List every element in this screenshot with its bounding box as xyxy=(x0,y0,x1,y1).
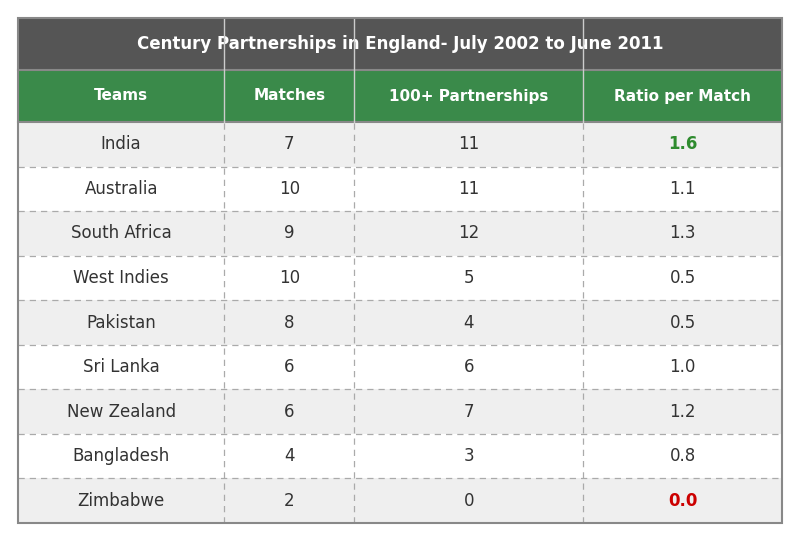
Text: South Africa: South Africa xyxy=(70,224,171,243)
Bar xyxy=(18,166,782,211)
Text: 1.0: 1.0 xyxy=(670,358,696,376)
Text: India: India xyxy=(101,135,142,154)
Text: 7: 7 xyxy=(284,135,294,154)
Text: Century Partnerships in England- July 2002 to June 2011: Century Partnerships in England- July 20… xyxy=(137,35,663,53)
Text: 7: 7 xyxy=(463,402,474,421)
Text: 1.3: 1.3 xyxy=(670,224,696,243)
Text: 12: 12 xyxy=(458,224,479,243)
Bar xyxy=(18,70,782,122)
Text: Zimbabwe: Zimbabwe xyxy=(78,492,165,510)
Text: 10: 10 xyxy=(278,180,300,198)
Text: 0.5: 0.5 xyxy=(670,313,696,332)
Bar xyxy=(18,18,782,70)
Bar xyxy=(18,345,782,389)
Text: 11: 11 xyxy=(458,180,479,198)
Bar xyxy=(18,434,782,479)
Bar xyxy=(18,389,782,434)
Text: New Zealand: New Zealand xyxy=(66,402,176,421)
Bar xyxy=(18,479,782,523)
Text: 6: 6 xyxy=(284,358,294,376)
Bar xyxy=(18,211,782,256)
Bar xyxy=(18,300,782,345)
Text: Australia: Australia xyxy=(84,180,158,198)
Text: 9: 9 xyxy=(284,224,294,243)
Text: West Indies: West Indies xyxy=(74,269,169,287)
Text: Teams: Teams xyxy=(94,88,148,103)
Text: 4: 4 xyxy=(463,313,474,332)
Text: 1.1: 1.1 xyxy=(670,180,696,198)
Text: Ratio per Match: Ratio per Match xyxy=(614,88,751,103)
Text: 0.0: 0.0 xyxy=(668,492,698,510)
Text: 0: 0 xyxy=(463,492,474,510)
Text: Sri Lanka: Sri Lanka xyxy=(82,358,159,376)
Text: 6: 6 xyxy=(463,358,474,376)
Text: 8: 8 xyxy=(284,313,294,332)
Text: 6: 6 xyxy=(284,402,294,421)
Bar xyxy=(18,256,782,300)
Text: Bangladesh: Bangladesh xyxy=(73,447,170,465)
Text: 1.2: 1.2 xyxy=(670,402,696,421)
Text: 0.5: 0.5 xyxy=(670,269,696,287)
Text: 3: 3 xyxy=(463,447,474,465)
Text: Pakistan: Pakistan xyxy=(86,313,156,332)
Bar xyxy=(18,122,782,166)
Text: Matches: Matches xyxy=(253,88,326,103)
Text: 0.8: 0.8 xyxy=(670,447,696,465)
Text: 100+ Partnerships: 100+ Partnerships xyxy=(389,88,549,103)
Text: 5: 5 xyxy=(463,269,474,287)
Text: 10: 10 xyxy=(278,269,300,287)
Text: 4: 4 xyxy=(284,447,294,465)
Text: 1.6: 1.6 xyxy=(668,135,698,154)
Text: 2: 2 xyxy=(284,492,294,510)
Text: 11: 11 xyxy=(458,135,479,154)
